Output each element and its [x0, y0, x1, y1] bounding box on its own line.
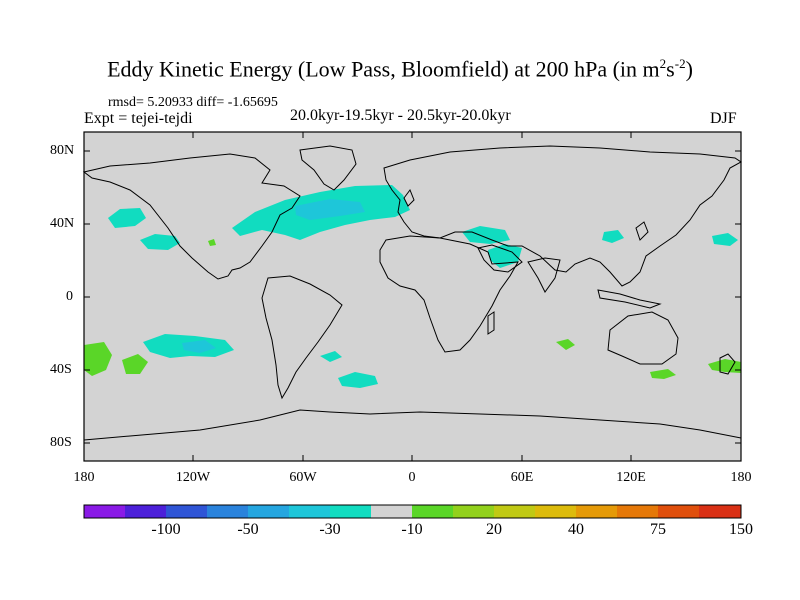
colorbar-label-minus-10: -10 — [401, 521, 423, 538]
season-label: DJF — [710, 110, 737, 127]
colorbar-label-minus-50: -50 — [237, 521, 259, 538]
patch-asia-east — [602, 230, 624, 243]
patch-mediterranean — [462, 226, 510, 244]
coast-new-zealand — [719, 353, 736, 375]
colorbar-box-3 — [166, 505, 207, 518]
patch-north-pacific — [108, 208, 146, 228]
lat-label-80n: 80N — [50, 143, 75, 158]
patch-south-atlantic — [338, 372, 378, 388]
patch-pacific-nw — [712, 233, 738, 246]
lat-label-40n: 40N — [50, 216, 75, 231]
colorbar-box-5 — [248, 505, 289, 518]
colorbar-box-9 — [412, 505, 453, 518]
coast-greenland — [299, 145, 357, 191]
colorbar-label-minus-30: -30 — [319, 521, 341, 538]
rmsd-diff-stats: rmsd= 5.20933 diff= -1.65695 — [108, 95, 278, 110]
patch-south-pacific-core — [182, 340, 216, 353]
colorbar-box-12 — [535, 505, 576, 518]
period-label: 20.0kyr-19.5kyr - 20.5kyr-20.0kyr — [290, 107, 511, 124]
patch-indian-green — [556, 339, 575, 350]
colorbar-label-75: 75 — [650, 521, 666, 538]
colorbar-label-40: 40 — [568, 521, 584, 538]
lon-label-120e: 120E — [616, 470, 646, 485]
map-background — [84, 132, 741, 461]
colorbar-label-minus-100: -100 — [151, 521, 181, 538]
coast-south-america — [261, 275, 343, 400]
coast-europe-asia — [383, 145, 742, 287]
lat-label-40s: 40S — [50, 362, 72, 377]
patch-sw-pacific-green — [84, 342, 112, 376]
coastlines — [82, 145, 742, 441]
colorbar-frame — [83, 504, 742, 519]
coast-africa — [379, 235, 519, 353]
lat-label-80s: 80S — [50, 435, 72, 450]
map-title: Eddy Kinetic Energy (Low Pass, Bloomfiel… — [107, 56, 693, 82]
coast-australia — [607, 311, 679, 365]
lon-label-180w: 180 — [73, 470, 95, 485]
lon-label-180e: 180 — [730, 470, 752, 485]
colorbar-box-11 — [494, 505, 535, 518]
lon-label-120w: 120W — [175, 470, 211, 485]
coast-indonesia — [597, 289, 662, 309]
patch-north-atlantic-core — [295, 199, 365, 220]
colorbar-box-8 — [371, 505, 412, 518]
anomaly-patches — [84, 185, 741, 388]
patch-south-atlantic-small — [320, 351, 342, 362]
coast-antarctica — [83, 409, 742, 441]
colorbar-box-16 — [699, 505, 741, 518]
patch-canada-green — [208, 239, 216, 246]
colorbar-box-13 — [576, 505, 617, 518]
colorbar — [83, 504, 742, 519]
colorbar-label-20: 20 — [486, 521, 502, 538]
lon-label-0: 0 — [408, 470, 416, 485]
coast-north-america — [82, 153, 301, 280]
colorbar-box-4 — [207, 505, 248, 518]
axis-ticks — [84, 132, 741, 461]
patch-australia-green — [650, 369, 676, 379]
coast-uk — [403, 188, 415, 207]
colorbar-box-1 — [84, 505, 125, 518]
colorbar-box-10 — [453, 505, 494, 518]
coast-madagascar — [487, 311, 495, 335]
colorbar-box-7 — [330, 505, 371, 518]
coast-japan — [635, 221, 649, 241]
patch-pacific-green — [122, 354, 148, 374]
colorbar-box-14 — [617, 505, 658, 518]
colorbar-label-150: 150 — [729, 521, 753, 538]
colorbar-box-15 — [658, 505, 699, 518]
patch-pacific-mid — [140, 234, 180, 250]
patch-tasman-green — [708, 359, 741, 373]
colorbar-box-6 — [289, 505, 330, 518]
experiment-label: Expt = tejei-tejdi — [84, 110, 193, 127]
lon-label-60w: 60W — [289, 470, 317, 485]
lat-label-equator: 0 — [66, 289, 73, 304]
coast-arabia — [477, 244, 523, 273]
coast-india — [527, 257, 561, 293]
colorbar-box-2 — [125, 505, 166, 518]
lon-label-60e: 60E — [510, 470, 534, 485]
